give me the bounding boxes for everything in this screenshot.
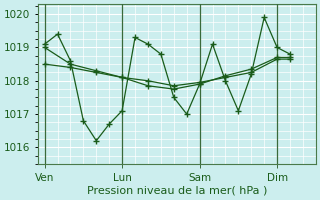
X-axis label: Pression niveau de la mer( hPa ): Pression niveau de la mer( hPa ) — [87, 186, 267, 196]
